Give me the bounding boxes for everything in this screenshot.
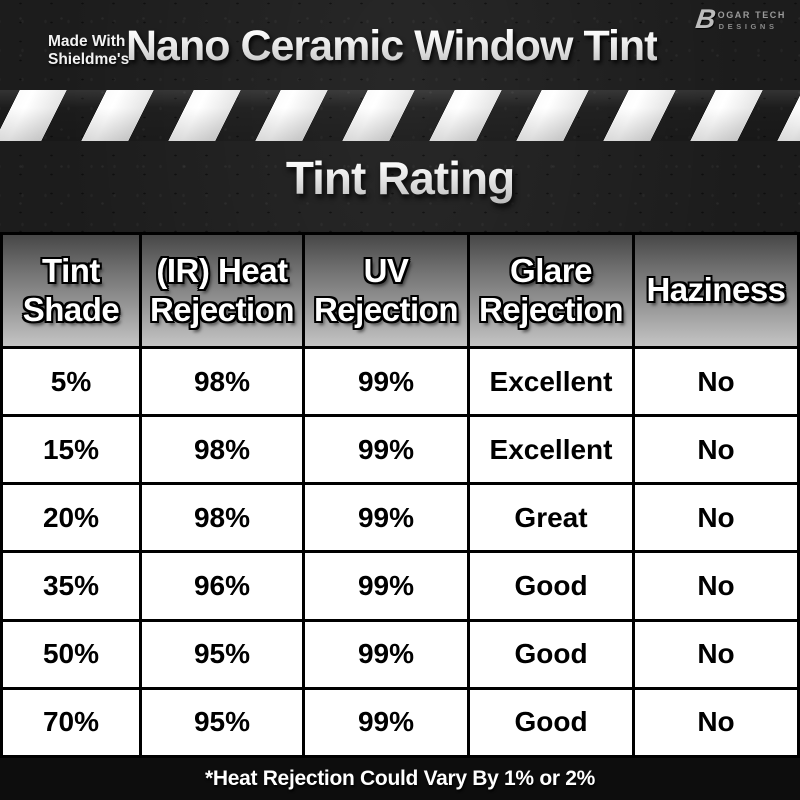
table-cell: 95% — [142, 689, 302, 755]
stripes-shading — [0, 90, 800, 141]
section-title: Tint Rating — [0, 151, 800, 205]
table-cell: 50% — [3, 621, 139, 687]
table-cell: 20% — [3, 485, 139, 551]
brand-subtitle: DESIGNS — [718, 22, 778, 31]
table-cell: 35% — [3, 553, 139, 619]
hazard-stripes-divider — [0, 90, 800, 141]
table-cell: Excellent — [470, 417, 632, 483]
table-cell: 99% — [305, 417, 467, 483]
table-cell: 95% — [142, 621, 302, 687]
table-cell: 99% — [305, 553, 467, 619]
column-header-haziness: Haziness — [635, 235, 797, 346]
column-header-heat-rejection: (IR) Heat Rejection — [142, 235, 302, 346]
table-cell: No — [635, 553, 797, 619]
table-cell: 99% — [305, 621, 467, 687]
table-cell: 99% — [305, 689, 467, 755]
column-header-uv-rejection: UV Rejection — [305, 235, 467, 346]
table-cell: 15% — [3, 417, 139, 483]
table-cell: 99% — [305, 349, 467, 415]
brand-logo-b-icon: B — [694, 4, 718, 34]
product-title: Nano Ceramic Window Tint — [126, 22, 658, 70]
table-cell: 98% — [142, 349, 302, 415]
table-cell: 70% — [3, 689, 139, 755]
footnote-bar: *Heat Rejection Could Vary By 1% or 2% — [0, 758, 800, 800]
table-cell: Good — [470, 553, 632, 619]
table-cell: No — [635, 417, 797, 483]
brand-logo: B OGAR TECH DESIGNS — [694, 4, 786, 34]
column-header-glare-rejection: Glare Rejection — [470, 235, 632, 346]
brand-name: OGAR TECH — [717, 10, 786, 20]
made-with-line1: Made With — [48, 33, 126, 50]
made-with-line2: Shieldme's — [48, 50, 130, 68]
table-cell: No — [635, 485, 797, 551]
tint-rating-table: Tint Shade (IR) Heat Rejection UV Reject… — [0, 232, 800, 758]
table-cell: 98% — [142, 485, 302, 551]
table-cell: Great — [470, 485, 632, 551]
table-cell: Good — [470, 621, 632, 687]
footnote-text: *Heat Rejection Could Vary By 1% or 2% — [204, 767, 596, 790]
table-cell: 96% — [142, 553, 302, 619]
table-cell: Good — [470, 689, 632, 755]
table-cell: No — [635, 349, 797, 415]
brand-logo-text: OGAR TECH DESIGNS — [718, 10, 786, 31]
table-cell: 98% — [142, 417, 302, 483]
table-cell: 99% — [305, 485, 467, 551]
table-cell: No — [635, 689, 797, 755]
table-cell: 5% — [3, 349, 139, 415]
table-cell: No — [635, 621, 797, 687]
column-header-tint-shade: Tint Shade — [3, 235, 139, 346]
table-cell: Excellent — [470, 349, 632, 415]
made-with-label: Made With Shieldme's — [48, 33, 129, 69]
